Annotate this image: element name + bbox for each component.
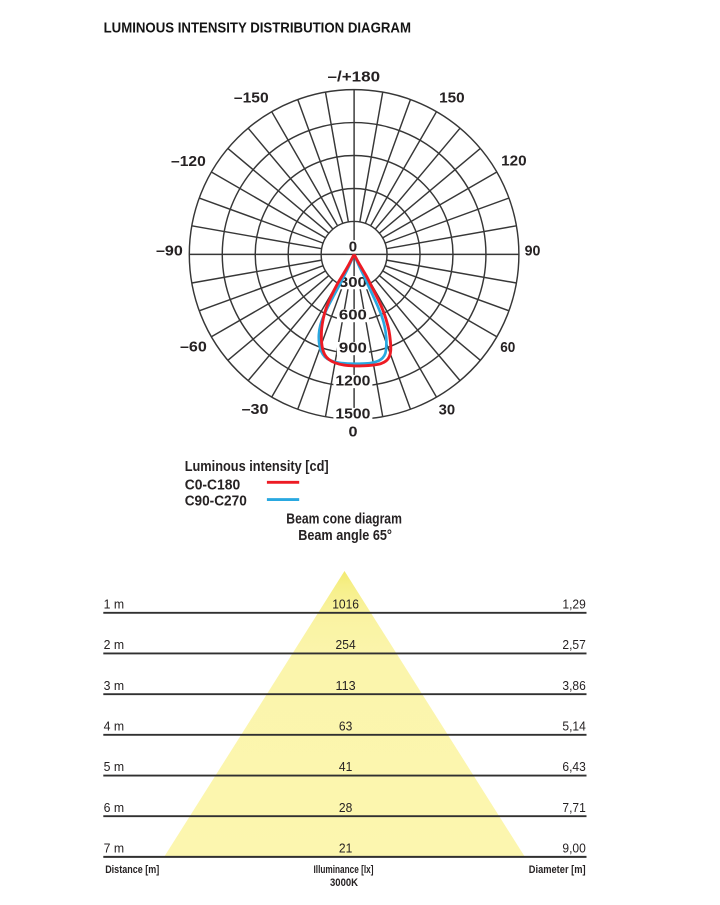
svg-text:Beam angle 65°: Beam angle 65° [298, 528, 392, 544]
svg-text:150: 150 [439, 90, 465, 107]
svg-text:3000K: 3000K [330, 877, 358, 889]
svg-text:LUMINOUS INTENSITY DISTRIBUTIO: LUMINOUS INTENSITY DISTRIBUTION DIAGRAM [104, 21, 411, 37]
svg-text:–30: –30 [242, 401, 269, 418]
svg-text:–120: –120 [171, 153, 206, 170]
svg-text:120: 120 [501, 153, 527, 170]
svg-text:1 m: 1 m [104, 596, 125, 611]
svg-text:–60: –60 [180, 339, 207, 356]
svg-text:41: 41 [339, 759, 352, 774]
svg-text:Luminous intensity [cd]: Luminous intensity [cd] [185, 459, 329, 475]
svg-text:–150: –150 [234, 90, 269, 107]
svg-text:28: 28 [339, 800, 352, 815]
svg-text:2,57: 2,57 [562, 637, 585, 652]
svg-text:Diameter [m]: Diameter [m] [529, 864, 586, 876]
svg-text:5 m: 5 m [104, 759, 125, 774]
svg-text:90: 90 [525, 242, 541, 259]
svg-text:21: 21 [339, 840, 352, 855]
svg-text:300: 300 [339, 274, 367, 291]
svg-text:3,86: 3,86 [562, 678, 585, 693]
svg-text:4 m: 4 m [104, 718, 125, 733]
svg-text:7,71: 7,71 [562, 800, 585, 815]
svg-text:254: 254 [336, 637, 356, 652]
svg-text:1500: 1500 [335, 406, 370, 423]
svg-text:6,43: 6,43 [562, 759, 585, 774]
svg-text:1,29: 1,29 [562, 596, 585, 611]
svg-text:0: 0 [349, 238, 357, 255]
svg-text:1016: 1016 [332, 596, 359, 611]
svg-text:1200: 1200 [335, 373, 370, 390]
svg-text:6 m: 6 m [104, 800, 125, 815]
svg-text:900: 900 [339, 340, 367, 357]
svg-text:C90-C270: C90-C270 [185, 494, 247, 510]
svg-text:C0-C180: C0-C180 [185, 478, 241, 494]
svg-text:63: 63 [339, 718, 352, 733]
svg-text:Illuminance [lx]: Illuminance [lx] [314, 864, 374, 876]
svg-text:30: 30 [439, 401, 456, 418]
svg-text:113: 113 [336, 678, 356, 693]
svg-text:–/+180: –/+180 [328, 69, 381, 86]
svg-text:3 m: 3 m [104, 678, 125, 693]
svg-text:2 m: 2 m [104, 637, 125, 652]
svg-text:5,14: 5,14 [562, 718, 585, 733]
svg-text:60: 60 [500, 339, 515, 356]
svg-text:Distance [m]: Distance [m] [105, 864, 159, 876]
svg-text:–90: –90 [156, 242, 183, 259]
svg-text:9,00: 9,00 [562, 840, 585, 855]
svg-text:600: 600 [339, 307, 367, 324]
svg-text:Beam cone diagram: Beam cone diagram [286, 512, 402, 528]
svg-text:0: 0 [349, 424, 358, 441]
svg-text:7 m: 7 m [104, 840, 125, 855]
